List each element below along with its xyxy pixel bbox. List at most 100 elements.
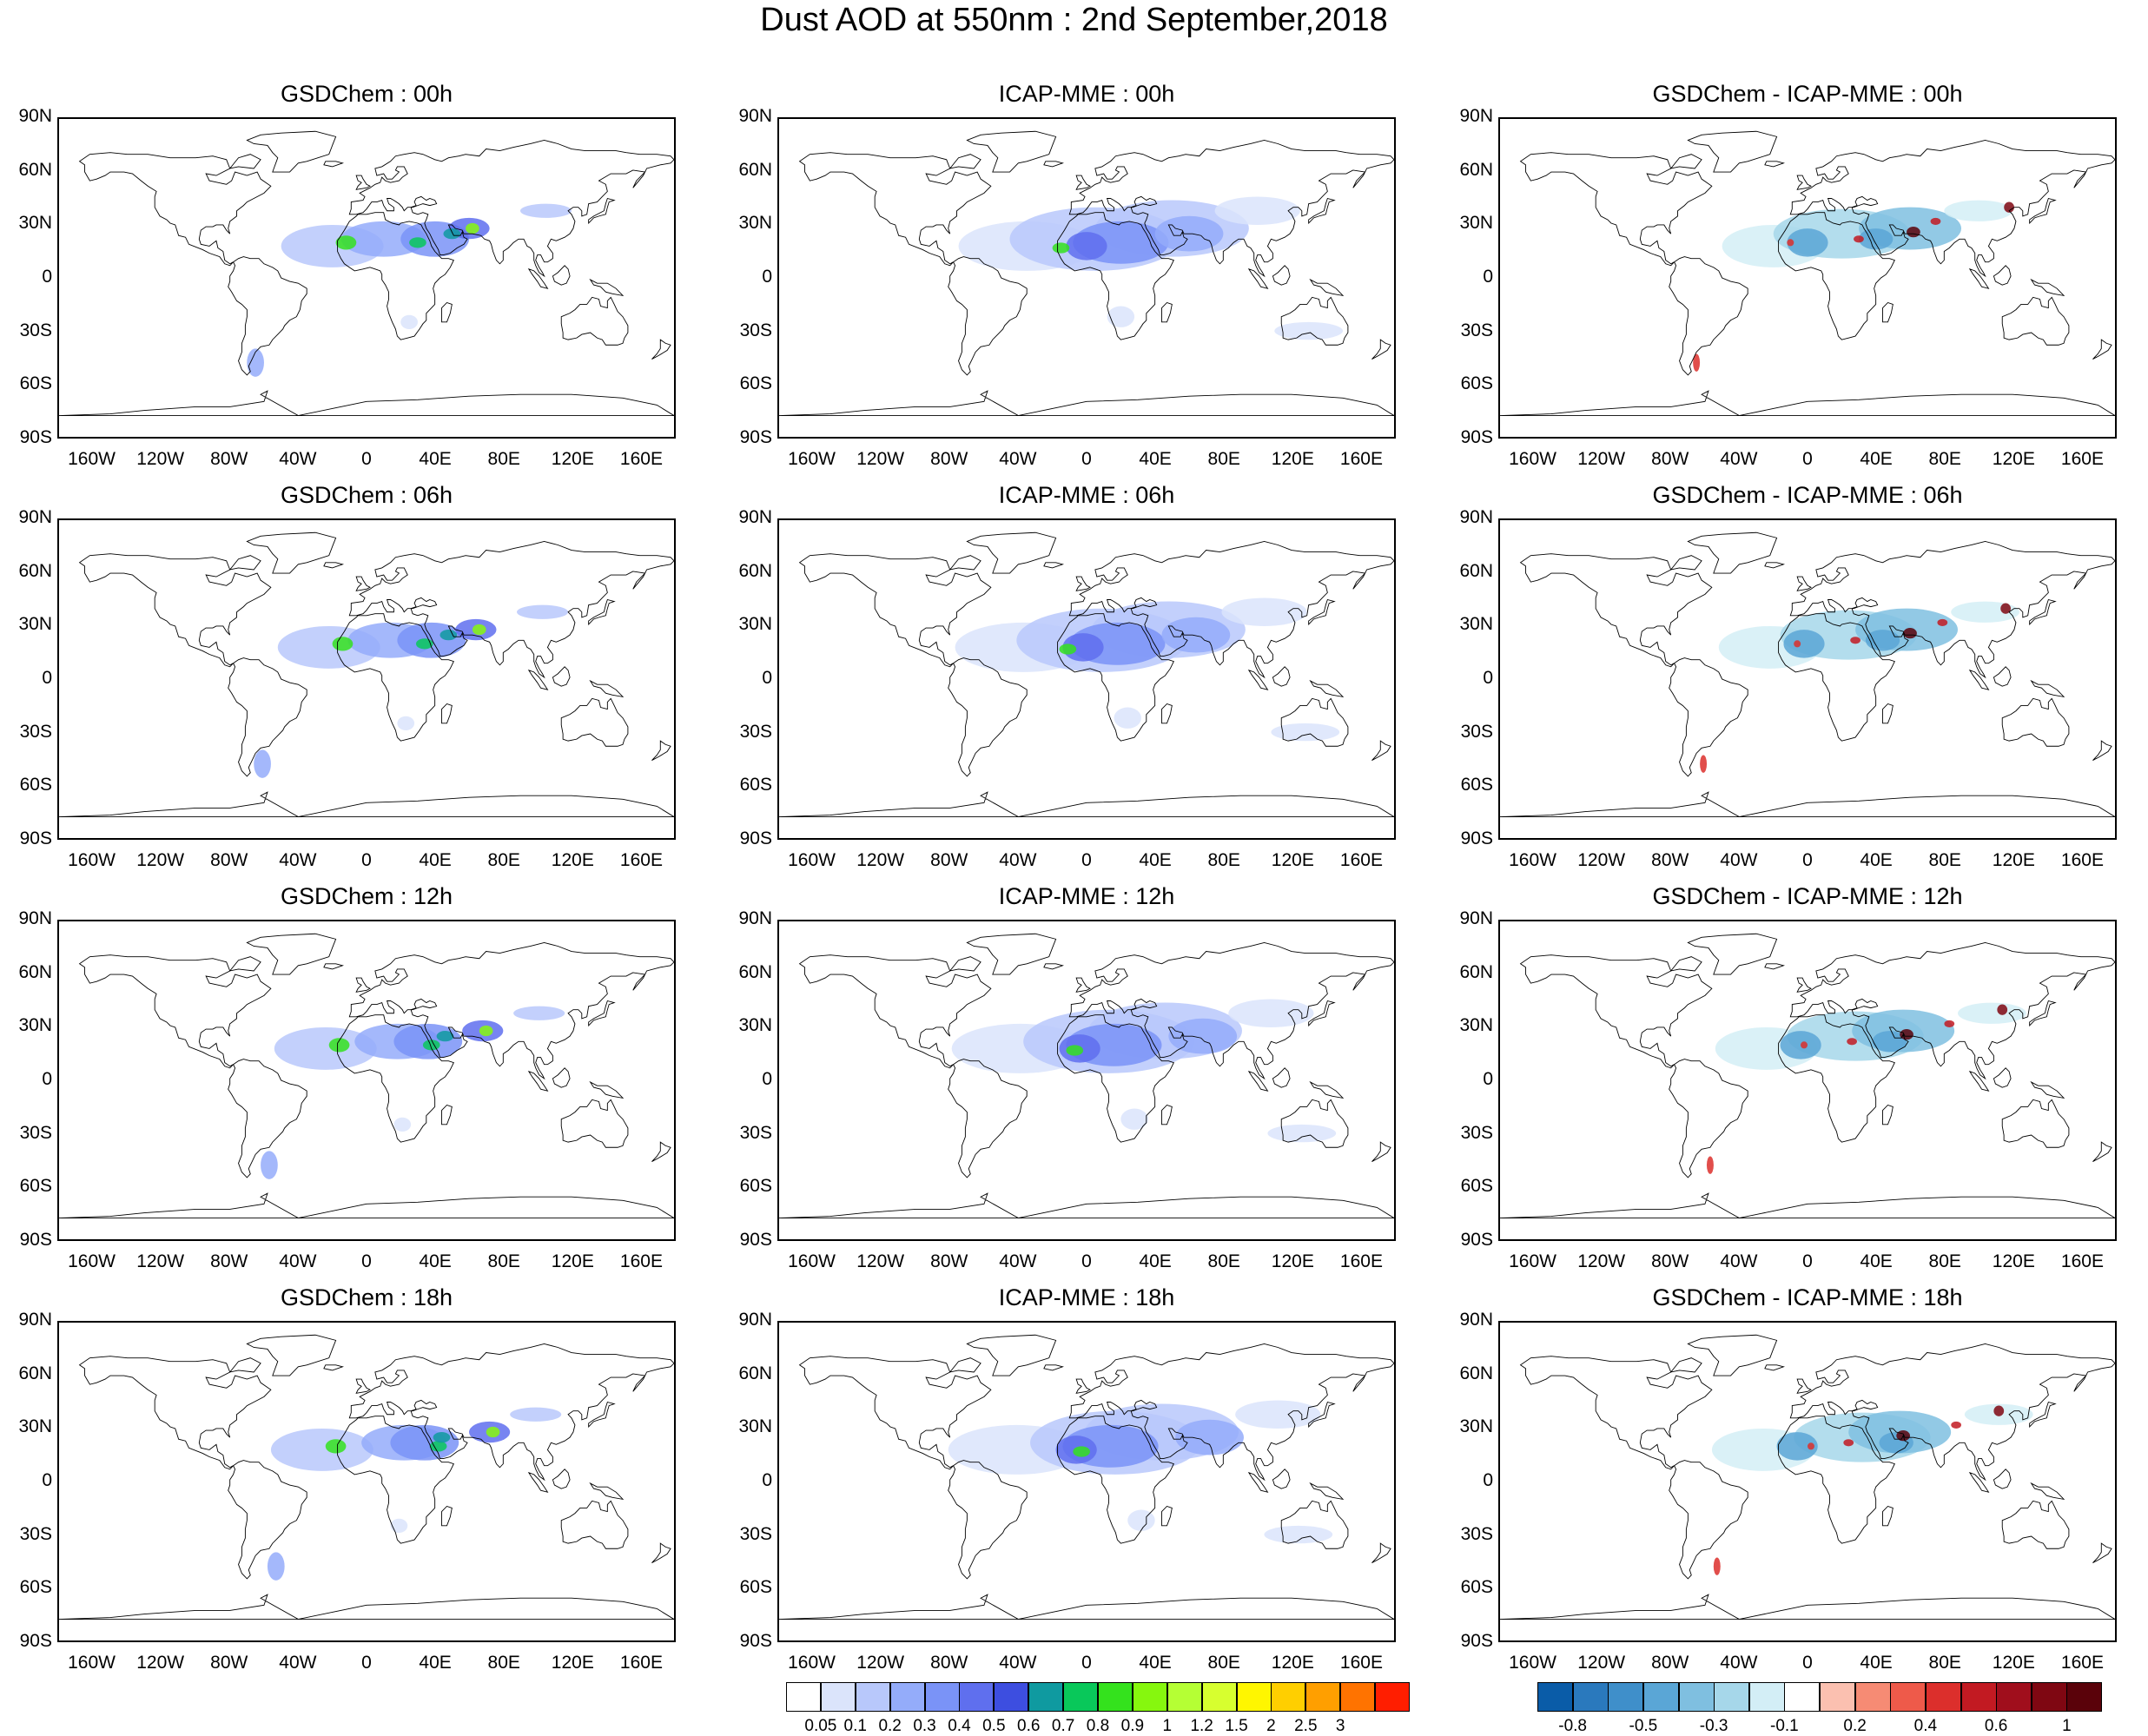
colorbar-swatch <box>1098 1682 1133 1712</box>
dust-field-patch <box>415 638 433 650</box>
dust-field-patch <box>1066 1045 1084 1056</box>
map-canvas <box>59 130 674 417</box>
x-tick-label: 40E <box>419 850 452 870</box>
dust-field-patch <box>261 1151 278 1179</box>
y-tick-label: 90S <box>1460 1230 1493 1250</box>
colorbar-label: 0.6 <box>1017 1717 1041 1735</box>
dust-field-patch <box>513 1006 565 1020</box>
dust-field-patch <box>1944 200 2013 221</box>
dust-field-patch <box>1228 999 1314 1027</box>
x-tick-label: 80W <box>1651 1653 1689 1673</box>
map-panel <box>1498 117 2117 439</box>
y-tick-label: 0 <box>42 267 52 287</box>
dust-field-patch <box>1120 1108 1148 1130</box>
dust-field-patch <box>1858 228 1894 250</box>
y-tick-label: 90S <box>1460 1631 1493 1651</box>
map-panel <box>777 117 1396 439</box>
dust-field-patch <box>1214 196 1300 225</box>
x-tick-label: 120W <box>856 449 905 469</box>
y-tick-label: 60S <box>19 1577 52 1598</box>
dust-field-patch <box>393 1117 412 1132</box>
dust-field-patch <box>270 1428 373 1471</box>
dust-field-patch <box>1854 235 1864 243</box>
x-tick-label: 40E <box>419 1653 452 1673</box>
colorbar-swatch <box>1572 1682 1609 1712</box>
y-tick-label: 90S <box>1460 828 1493 848</box>
y-tick-label: 30S <box>19 320 52 340</box>
map-panel <box>57 518 676 840</box>
map-panel <box>1498 920 2117 1241</box>
x-tick-label: 120E <box>1992 850 2035 870</box>
y-tick-label: 90N <box>1459 507 1493 527</box>
y-tick-label: 90N <box>1459 908 1493 928</box>
y-tick-label: 90S <box>19 1230 52 1250</box>
colorbar-label: 0.4 <box>948 1717 971 1735</box>
dust-field-patch <box>1706 1156 1714 1174</box>
x-tick-label: 80W <box>1651 449 1689 469</box>
x-tick-label: 80W <box>1651 850 1689 870</box>
colorbar-swatch <box>2066 1682 2103 1712</box>
x-tick-label: 160E <box>1339 1251 1383 1271</box>
dust-field-patch <box>2004 201 2014 213</box>
map-panel <box>1498 1321 2117 1642</box>
colorbar-swatch <box>889 1682 925 1712</box>
map-canvas <box>779 130 1394 417</box>
dust-field-patch <box>1930 217 1941 225</box>
y-tick-label: 90S <box>739 1230 772 1250</box>
dust-field-patch <box>409 237 426 248</box>
y-tick-label: 30S <box>19 1122 52 1143</box>
y-tick-label: 90S <box>739 828 772 848</box>
x-tick-label: 80E <box>1207 1653 1240 1673</box>
y-tick-label: 60N <box>738 1363 772 1383</box>
x-tick-label: 0 <box>361 1653 372 1673</box>
panel-title: GSDChem : 18h <box>280 1284 453 1310</box>
dust-field-patch <box>1872 1031 1907 1053</box>
colorbar-swatch <box>1960 1682 1997 1712</box>
dust-field-patch <box>1958 1002 2026 1024</box>
colorbar-swatch <box>1820 1682 1855 1712</box>
x-tick-label: 160E <box>2060 1251 2104 1271</box>
y-tick-label: 30N <box>738 1015 772 1036</box>
x-tick-label: 80W <box>210 850 248 870</box>
dust-field-patch <box>332 637 354 651</box>
coastline <box>1500 933 2115 1219</box>
y-tick-label: 90N <box>738 106 772 126</box>
x-tick-label: 40W <box>279 1251 317 1271</box>
y-tick-label: 60N <box>738 961 772 982</box>
dust-field-patch <box>1787 239 1794 247</box>
x-tick-label: 40E <box>1860 449 1893 469</box>
x-tick-label: 120E <box>1992 449 2035 469</box>
x-tick-label: 160E <box>2060 1653 2104 1673</box>
x-tick-label: 80W <box>930 1653 968 1673</box>
map-canvas <box>1500 130 2115 417</box>
y-tick-label: 30S <box>19 1523 52 1544</box>
x-tick-label: 40E <box>1139 449 1172 469</box>
x-tick-label: 160W <box>788 449 836 469</box>
x-tick-label: 80E <box>1207 449 1240 469</box>
dust-field-patch <box>1900 1029 1913 1040</box>
x-tick-label: 160W <box>788 1251 836 1271</box>
map-canvas <box>59 1334 674 1620</box>
colorbar-label: -0.5 <box>1629 1717 1658 1735</box>
panel-title: ICAP-MME : 12h <box>998 883 1175 909</box>
x-tick-label: 40E <box>1860 1653 1893 1673</box>
x-tick-label: 160E <box>619 850 663 870</box>
colorbar-swatch <box>1642 1682 1679 1712</box>
coastline <box>779 933 1394 1219</box>
x-tick-label: 0 <box>1802 1653 1813 1673</box>
x-tick-label: 160W <box>1509 449 1556 469</box>
x-tick-label: 120E <box>1992 1251 2035 1271</box>
map-canvas <box>59 531 674 818</box>
figure-title: Dust AOD at 550nm : 2nd September,2018 <box>760 2 1388 38</box>
x-tick-label: 120E <box>551 449 594 469</box>
x-tick-label: 160W <box>1509 1653 1556 1673</box>
colorbar-swatch <box>1167 1682 1202 1712</box>
y-tick-label: 90N <box>738 507 772 527</box>
dust-field-patch <box>1235 1400 1321 1429</box>
x-tick-label: 160E <box>619 1653 663 1673</box>
x-tick-label: 80E <box>1928 850 1961 870</box>
dust-field-patch <box>1107 306 1135 327</box>
x-tick-label: 40W <box>279 449 317 469</box>
dust-field-patch <box>397 716 415 730</box>
coastline <box>1500 531 2115 818</box>
